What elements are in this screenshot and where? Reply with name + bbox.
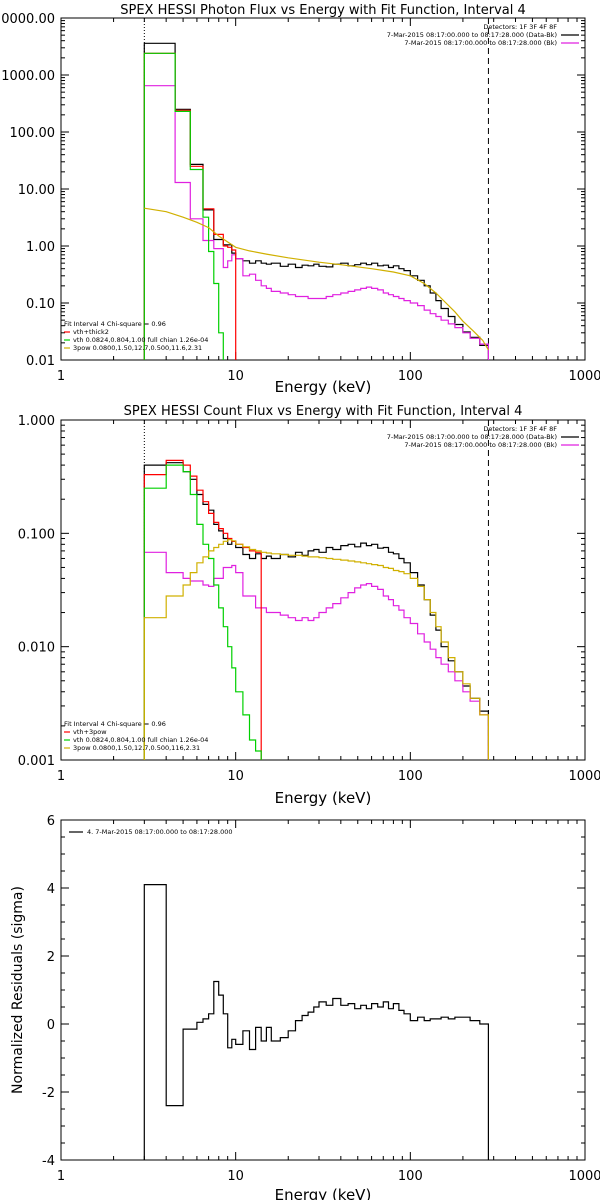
x-tick-label: 1000 — [568, 369, 600, 384]
legend-bottom-entry: vth 0.0824,0.804,1.00 full chian 1.26e-0… — [73, 736, 208, 744]
series-3pow-line — [144, 207, 489, 351]
series-bk-line — [143, 85, 489, 360]
series-residuals-line — [143, 884, 489, 1160]
legend-bottom-entry: Fit Interval 4 Chi-square = 0.96 — [64, 720, 166, 728]
legend-bottom-entry: vth 0.0824,0.804,1.00 full chian 1.26e-0… — [73, 336, 208, 344]
y-tick-label: 10.00 — [18, 183, 55, 198]
y-tick-label: 6 — [47, 814, 55, 829]
legend-top-entry: 7-Mar-2015 08:17:00.000 to 08:17:28.000 … — [387, 433, 557, 441]
legend-top-entry: Detectors: 1F 3F 4F 8F — [483, 23, 557, 31]
x-axis-label: Energy (keV) — [275, 1186, 372, 1200]
y-tick-label: 0.01 — [26, 354, 55, 369]
series-data-bk-line — [143, 462, 489, 760]
legend-top-entry: 7-Mar-2015 08:17:00.000 to 08:17:28.000 … — [404, 441, 557, 449]
series-3pow-line — [143, 539, 489, 760]
legend-bottom-entry: vth+3pow — [73, 728, 107, 736]
y-tick-label: -4 — [42, 1154, 55, 1169]
x-tick-label: 1000 — [568, 1169, 600, 1184]
legend-bottom-entry: vth+thick2 — [73, 328, 109, 336]
x-tick-label: 100 — [398, 1169, 423, 1184]
series-group — [143, 459, 489, 760]
y-tick-label: 0.100 — [18, 527, 55, 542]
x-tick-label: 100 — [398, 369, 423, 384]
legend-bottom-entry: 3pow 0.0800,1.50,12.7,0.500,116,2.31 — [73, 744, 200, 752]
x-axis-label: Energy (keV) — [275, 789, 372, 807]
chart-panel-3 — [60, 819, 586, 1161]
series-vth-3pow-line — [143, 459, 262, 760]
x-tick-label: 1 — [57, 769, 65, 784]
y-tick-label: 4 — [47, 882, 55, 897]
y-tick-label: -2 — [42, 1086, 55, 1101]
y-tick-label: 1.00 — [26, 240, 55, 255]
y-tick-label: 0.10 — [26, 297, 55, 312]
legend-top-entry: 7-Mar-2015 08:17:00.000 to 08:17:28.000 … — [404, 39, 557, 47]
plot-frame — [60, 819, 586, 1161]
legend-entry: 4. 7-Mar-2015 08:17:00.000 to 08:17:28.0… — [87, 828, 233, 836]
series-vth-line — [143, 52, 229, 360]
x-tick-label: 100 — [398, 769, 423, 784]
chart-title: SPEX HESSI Photon Flux vs Energy with Fi… — [120, 3, 526, 18]
y-tick-label: 0.001 — [18, 754, 55, 769]
series-group — [143, 42, 489, 360]
series-group — [143, 884, 489, 1160]
series-data-bk-line — [143, 42, 489, 360]
legend-top-entry: Detectors: 1F 3F 4F 8F — [483, 425, 557, 433]
y-tick-label: 0 — [47, 1018, 55, 1033]
y-tick-label: 100.00 — [10, 126, 56, 141]
legend-top-entry: 7-Mar-2015 08:17:00.000 to 08:17:28.000 … — [387, 31, 557, 39]
chart-panel-1 — [60, 17, 586, 361]
legend-bottom-entry: Fit Interval 4 Chi-square = 0.96 — [64, 320, 166, 328]
y-axis-label: Normalized Residuals (sigma) — [10, 886, 26, 1094]
series-bk-line — [143, 551, 489, 760]
chart-panel-2 — [60, 419, 586, 761]
y-tick-label: 1.000 — [18, 414, 55, 429]
x-tick-label: 1000 — [568, 769, 600, 784]
y-tick-label: 0000.00 — [1, 12, 55, 27]
plot-frame — [60, 419, 586, 761]
x-tick-label: 10 — [227, 1169, 244, 1184]
series-vth-line — [143, 464, 267, 760]
legend-bottom-entry: 3pow 0.0800,1.50,12.7,0.500,11.6,2.31 — [73, 344, 202, 352]
x-tick-label: 1 — [57, 1169, 65, 1184]
y-tick-label: 1000.00 — [1, 69, 55, 84]
y-tick-label: 0.010 — [18, 641, 55, 656]
plot-frame — [60, 17, 586, 361]
y-tick-label: 2 — [47, 950, 55, 965]
x-tick-label: 1 — [57, 369, 65, 384]
chart-title: SPEX HESSI Count Flux vs Energy with Fit… — [124, 404, 523, 419]
x-tick-label: 10 — [227, 369, 244, 384]
x-tick-label: 10 — [227, 769, 244, 784]
x-axis-label: Energy (keV) — [275, 378, 372, 396]
